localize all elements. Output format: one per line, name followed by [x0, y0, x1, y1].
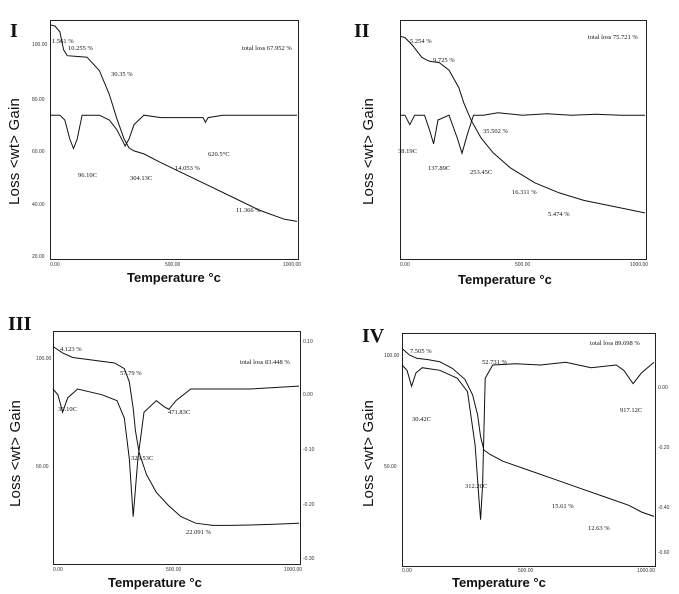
annotation: 10.255 %: [68, 45, 94, 52]
y-tick: 60.00: [32, 149, 45, 155]
annotation: 620.5°C: [208, 151, 230, 158]
tg-curve: [49, 24, 298, 222]
annotation: 5.254 %: [410, 38, 432, 45]
y-tick: 40.00: [32, 202, 45, 208]
x-tick: 500.00: [518, 568, 534, 574]
annotation: 57.79 %: [120, 370, 142, 377]
plot-lines: 1.561 % 10.255 % 30.35 % 96.10C 304.13C …: [49, 24, 298, 222]
annotation: total loss 83.448 %: [240, 359, 290, 366]
tg-curve: [399, 35, 646, 214]
y-tick: -0.30: [303, 556, 315, 562]
annotation: 9.725 %: [433, 57, 455, 64]
plot-area: [400, 20, 647, 260]
y-tick: -0.10: [303, 447, 315, 453]
plot-area: [50, 20, 299, 260]
x-tick: 0.00: [53, 567, 63, 573]
y-tick: 50.00: [36, 464, 49, 470]
x-axis-label: Temperature °c: [452, 575, 546, 590]
x-tick: 500.00: [165, 262, 181, 268]
panel-label: II: [354, 20, 370, 42]
dtg-curve: [52, 385, 300, 517]
panel-ii: II Loss <wt> Gain 0.00 500.00 1000.00 Te…: [340, 0, 679, 297]
annotation: 137.89C: [428, 165, 450, 172]
dtg-curve: [400, 112, 645, 156]
x-tick: 500.00: [515, 262, 531, 268]
annotation: 1.561 %: [52, 38, 74, 45]
panel-iii: III Loss <wt> Gain 100.00 50.00 0.10 0.0…: [0, 297, 340, 594]
y-tick: 100.00: [36, 356, 52, 362]
annotation: 917.12C: [620, 407, 642, 414]
tg-curve: [401, 348, 655, 517]
x-tick: 1000.00: [283, 262, 302, 268]
panel-i: I Loss <wt> Gain 100.00 80.00 60.00 40.0…: [0, 0, 340, 297]
y-tick: -0.20: [303, 502, 315, 508]
annotation: 15.61 %: [552, 503, 574, 510]
annotation: 39.10C: [58, 406, 77, 413]
x-tick: 1000.00: [284, 567, 303, 573]
annotation: 30.42C: [412, 416, 431, 423]
annotation: 22.091 %: [186, 529, 212, 536]
x-tick: 1000.00: [630, 262, 649, 268]
annotation: 14.053 %: [175, 165, 201, 172]
x-tick: 500.00: [166, 567, 182, 573]
annotation: total loss 75.721 %: [588, 34, 638, 41]
annotation: 312.20C: [465, 483, 487, 490]
annotation: 5.474 %: [548, 211, 570, 218]
panel-iv: IV Loss <wt> Gain 100.00 50.00 0.00 -0.2…: [340, 297, 679, 594]
annotation: 304.13C: [130, 175, 152, 182]
x-axis-label: Temperature °c: [108, 575, 202, 590]
plot-lines: 7.505 % 52.731 % 30.42C 312.20C 15.61 % …: [401, 340, 655, 532]
annotation: total loss 67.952 %: [242, 45, 292, 52]
y-tick: 0.10: [303, 339, 313, 345]
annotation: 4.123 %: [60, 346, 82, 353]
panel-label: I: [10, 20, 18, 42]
y-tick: 0.00: [658, 385, 668, 391]
x-tick: 0.00: [402, 568, 412, 574]
panel-label: III: [8, 313, 32, 335]
x-tick: 1000.00: [637, 568, 656, 574]
annotation: 11.366 %: [236, 207, 261, 214]
y-tick: -0.60: [658, 550, 670, 556]
y-tick: 0.00: [303, 392, 313, 398]
dtg-curve: [401, 361, 655, 520]
y-tick: 80.00: [32, 97, 45, 103]
annotation: 38.19C: [398, 148, 417, 155]
panel-label: IV: [362, 325, 385, 347]
plot-lines: 4.123 % 57.79 % 39.10C 471.83C 326.53C 2…: [52, 346, 300, 536]
y-tick: 20.00: [32, 254, 45, 260]
annotation: 16.311 %: [512, 189, 537, 196]
y-tick: 100.00: [32, 42, 48, 48]
annotation: 471.83C: [168, 409, 190, 416]
plot-lines: 5.254 % 9.725 % 38.19C 137.89C 253.45C 3…: [398, 34, 646, 218]
x-tick: 0.00: [50, 262, 60, 268]
y-tick: -0.40: [658, 505, 670, 511]
tg-curve: [52, 346, 300, 526]
annotation: 7.505 %: [410, 348, 432, 355]
x-axis-label: Temperature °c: [458, 272, 552, 287]
x-tick: 0.00: [400, 262, 410, 268]
annotation: 30.35 %: [111, 71, 133, 78]
annotation: 96.10C: [78, 172, 97, 179]
annotation: 52.731 %: [482, 359, 508, 366]
annotation: 35.502 %: [483, 128, 509, 135]
annotation: 326.53C: [131, 455, 153, 462]
y-tick: -0.20: [658, 445, 670, 451]
plot-area: [53, 331, 301, 565]
y-tick: 50.00: [384, 464, 397, 470]
x-axis-label: Temperature °c: [127, 270, 221, 285]
y-tick: 100.00: [384, 353, 400, 359]
annotation: 12.63 %: [588, 525, 610, 532]
annotation: total loss 89.698 %: [590, 340, 640, 347]
annotation: 253.45C: [470, 169, 492, 176]
dtg-curve: [50, 114, 297, 150]
